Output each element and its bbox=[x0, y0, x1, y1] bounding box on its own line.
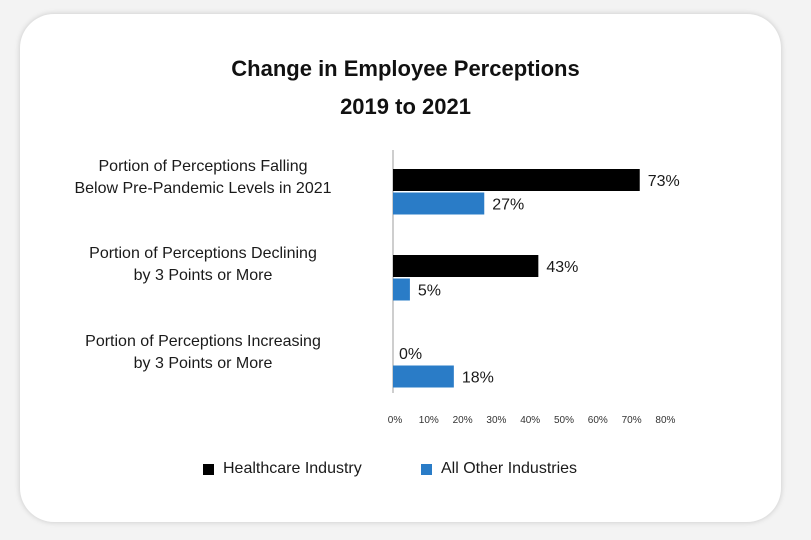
category-label-3-line2: by 3 Points or More bbox=[133, 355, 273, 372]
data-label-healthcare-3: 0% bbox=[399, 346, 422, 363]
x-tick-label-4: 40% bbox=[520, 415, 540, 426]
data-label-other-3: 18% bbox=[462, 370, 494, 387]
category-label-1-line2: Below Pre-Pandemic Levels in 2021 bbox=[74, 180, 332, 197]
x-tick-label-2: 20% bbox=[453, 415, 473, 426]
x-tick-label-0: 0% bbox=[388, 415, 403, 426]
chart-title-line2: 2019 to 2021 bbox=[340, 94, 471, 119]
x-tick-label-7: 70% bbox=[622, 415, 642, 426]
category-label-3-line1: Portion of Perceptions Increasing bbox=[85, 333, 321, 350]
category-label-1-line1: Portion of Perceptions Falling bbox=[98, 158, 308, 175]
category-label-2-line1: Portion of Perceptions Declining bbox=[89, 245, 317, 262]
x-tick-label-8: 80% bbox=[655, 415, 675, 426]
bar-healthcare-1 bbox=[393, 169, 640, 191]
legend-swatch-other bbox=[421, 463, 432, 475]
category-label-2: Portion of Perceptions Declining by 3 Po… bbox=[40, 243, 366, 287]
category-label-1: Portion of Perceptions Falling Below Pre… bbox=[40, 156, 366, 200]
legend-label-healthcare: Healthcare Industry bbox=[223, 460, 362, 477]
legend: Healthcare Industry All Other Industries bbox=[0, 460, 811, 484]
category-label-2-line2: by 3 Points or More bbox=[133, 267, 273, 284]
chart-title-line1: Change in Employee Perceptions bbox=[231, 56, 580, 81]
legend-item-healthcare: Healthcare Industry bbox=[203, 460, 362, 478]
data-label-healthcare-2: 43% bbox=[546, 259, 578, 276]
x-tick-label-3: 30% bbox=[486, 415, 506, 426]
legend-swatch-healthcare bbox=[203, 463, 214, 475]
data-label-healthcare-1: 73% bbox=[648, 173, 680, 190]
x-tick-label-1: 10% bbox=[419, 415, 439, 426]
data-label-other-1: 27% bbox=[492, 197, 524, 214]
category-label-3: Portion of Perceptions Increasing by 3 P… bbox=[40, 331, 366, 375]
bar-other-1 bbox=[393, 192, 485, 215]
legend-label-other: All Other Industries bbox=[441, 460, 578, 477]
x-tick-label-5: 50% bbox=[554, 415, 574, 426]
x-tick-label-6: 60% bbox=[588, 415, 608, 426]
data-label-other-2: 5% bbox=[418, 283, 441, 300]
bar-other-3 bbox=[393, 365, 454, 388]
legend-item-other: All Other Industries bbox=[421, 460, 577, 478]
bar-other-2 bbox=[393, 278, 410, 301]
bar-healthcare-2 bbox=[393, 255, 539, 277]
